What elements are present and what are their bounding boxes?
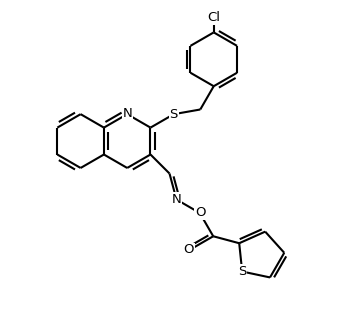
- Text: S: S: [170, 108, 178, 121]
- Text: Cl: Cl: [207, 11, 220, 24]
- Text: O: O: [195, 206, 205, 220]
- Text: N: N: [123, 107, 132, 120]
- Text: O: O: [184, 243, 194, 256]
- Text: N: N: [172, 193, 181, 206]
- Text: S: S: [238, 265, 247, 278]
